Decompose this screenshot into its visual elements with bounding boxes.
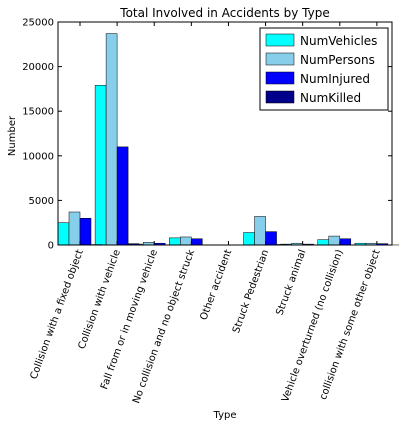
legend-swatch-NumPersons bbox=[266, 53, 294, 65]
legend-label-NumVehicles: NumVehicles bbox=[300, 34, 377, 48]
y-tick-label-5: 25000 bbox=[22, 18, 54, 29]
bar-NumPersons-7 bbox=[329, 236, 340, 245]
bar-NumInjured-7 bbox=[340, 239, 351, 245]
legend-swatch-NumKilled bbox=[266, 91, 294, 103]
bar-NumPersons-1 bbox=[106, 34, 117, 245]
bar-NumPersons-0 bbox=[69, 212, 80, 245]
legend: NumVehicles NumPersons NumInjured NumKilled bbox=[260, 28, 388, 110]
y-tick-label-0: 0 bbox=[48, 241, 54, 252]
bar-NumVehicles-5 bbox=[244, 233, 255, 245]
bar-NumPersons-3 bbox=[180, 237, 191, 245]
x-tick-label-1: Collision with vehicle bbox=[77, 248, 123, 351]
legend-swatch-NumVehicles bbox=[266, 34, 294, 46]
bar-NumVehicles-0 bbox=[58, 223, 69, 245]
bar-NumVehicles-7 bbox=[318, 240, 329, 245]
bar-NumPersons-5 bbox=[255, 216, 266, 245]
x-tick-label-4: Other accident bbox=[199, 248, 235, 322]
legend-label-NumInjured: NumInjured bbox=[300, 72, 370, 86]
x-tick-label-0: Collision with a fixed object bbox=[29, 248, 86, 381]
bar-NumInjured-3 bbox=[191, 239, 202, 245]
y-tick-label-2: 10000 bbox=[22, 151, 54, 162]
bar-NumInjured-5 bbox=[266, 232, 277, 245]
bar-NumInjured-0 bbox=[80, 218, 91, 245]
bar-NumVehicles-3 bbox=[169, 238, 180, 245]
x-tick-label-6: Struck animal bbox=[275, 248, 309, 317]
chart-title: Total Involved in Accidents by Type bbox=[119, 6, 329, 20]
y-tick-label-4: 20000 bbox=[22, 62, 54, 73]
x-tick-label-5: Struck Pedestrian bbox=[231, 248, 271, 334]
legend-label-NumKilled: NumKilled bbox=[300, 91, 361, 105]
bar-NumInjured-1 bbox=[117, 147, 128, 245]
x-axis-label: Type bbox=[213, 410, 237, 421]
legend-label-NumPersons: NumPersons bbox=[300, 53, 375, 67]
y-axis-label: Number bbox=[7, 115, 18, 156]
legend-swatch-NumInjured bbox=[266, 72, 294, 84]
y-tick-label-3: 15000 bbox=[22, 107, 54, 118]
y-tick-label-1: 5000 bbox=[29, 196, 54, 207]
bar-NumVehicles-1 bbox=[95, 85, 106, 245]
